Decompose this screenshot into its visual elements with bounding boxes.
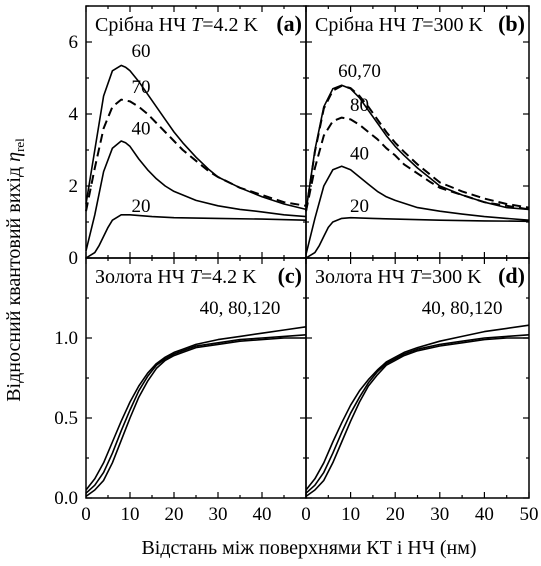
y-tick-label: 0.5 — [54, 408, 78, 429]
y-axis-label: Відносний квантовий вихід ηrel — [3, 138, 27, 402]
series-label: 70 — [132, 77, 151, 98]
series-line — [305, 324, 530, 491]
y-tick-label: 1.0 — [54, 328, 78, 349]
series-group-label: 40, 80,120 — [200, 298, 281, 319]
series-line — [305, 165, 530, 255]
series-line — [85, 334, 307, 494]
panel-letter: (b) — [498, 11, 525, 36]
panel-frame — [85, 5, 307, 259]
series-label: 40 — [132, 118, 151, 139]
panel-title: Золота НЧ T=300 K — [315, 266, 482, 288]
panel-letter: (d) — [498, 263, 525, 288]
series-line — [305, 84, 530, 212]
y-tick-label: 6 — [69, 32, 79, 53]
panel-title: Срібна НЧ T=4.2 K — [95, 14, 258, 36]
panel-a: 0 2 4 6 60 70 40 20 Срібна НЧ T=4.2 K (a) — [69, 5, 307, 269]
x-tick-label: 40 — [253, 504, 272, 525]
series-line — [305, 337, 529, 498]
series-line — [305, 84, 530, 212]
panel-c: 0.0 0.5 1.0 0 10 20 30 40 40, 80,120 Золота НЧ T=… — [54, 257, 307, 525]
x-tick-label: 30 — [209, 504, 228, 525]
series-line — [85, 337, 306, 498]
x-tick-label: 40 — [475, 504, 494, 525]
panel-d: 0 10 20 30 40 50 40, 80,120 Золота НЧ T=300 K (d… — [301, 257, 539, 525]
series-line — [305, 216, 530, 259]
series-line — [85, 64, 307, 211]
x-tick-label: 20 — [386, 504, 405, 525]
series-label: 80 — [350, 95, 369, 116]
series-line — [305, 116, 530, 212]
series-label: 40 — [350, 144, 369, 165]
x-tick-label: 50 — [520, 504, 539, 525]
x-tick-label: 0 — [81, 504, 91, 525]
series-label: 20 — [132, 196, 151, 217]
x-tick-label: 10 — [121, 504, 140, 525]
x-tick-label: 10 — [341, 504, 360, 525]
panel-title: Золота НЧ T=4.2 K — [95, 266, 257, 288]
series-line — [85, 214, 307, 259]
series-label: 60 — [132, 41, 151, 62]
series-label: 60,70 — [338, 61, 381, 82]
y-tick-label: 2 — [69, 176, 79, 197]
panel-frame — [305, 257, 530, 499]
panel-b: 60,70 80 40 20 Срібна НЧ T=300 K (b) — [305, 5, 530, 259]
panel-letter: (a) — [276, 11, 302, 36]
y-tick-label: 0.0 — [54, 488, 78, 509]
series-label: 20 — [350, 196, 369, 217]
x-tick-label: 0 — [301, 504, 311, 525]
series-line — [305, 334, 530, 494]
x-tick-label: 20 — [165, 504, 184, 525]
series-line — [85, 98, 307, 212]
series-line — [85, 140, 307, 251]
panel-letter: (c) — [278, 263, 302, 288]
series-group-label: 40, 80,120 — [422, 298, 503, 319]
panels: 0 2 4 6 60 70 40 20 Срібна НЧ T=4.2 K (a) 60,70 80 4… — [54, 5, 539, 525]
y-tick-label: 4 — [69, 104, 79, 125]
panel-title: Срібна НЧ T=300 K — [315, 14, 483, 36]
x-tick-label: 30 — [430, 504, 449, 525]
series-line — [85, 326, 307, 491]
y-tick-label: 0 — [69, 248, 79, 269]
x-axis-label: Відстань між поверхнями КТ і НЧ (нм) — [141, 537, 476, 559]
panel-frame — [85, 257, 307, 499]
